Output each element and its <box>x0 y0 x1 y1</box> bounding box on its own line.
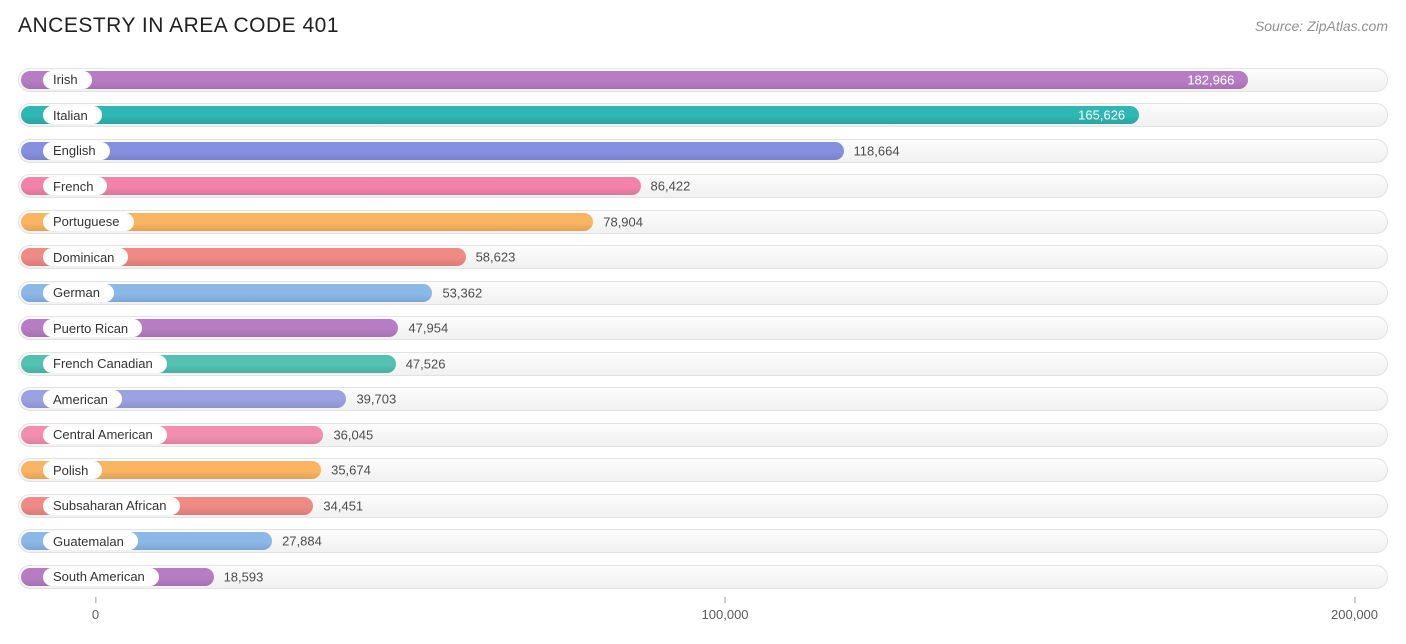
category-pill: Portuguese <box>43 213 134 231</box>
category-pill: French Canadian <box>43 355 167 373</box>
category-pill: Central American <box>43 426 167 444</box>
bar-row: Guatemalan 27,884 <box>18 524 1388 560</box>
value-label: 36,045 <box>333 427 373 442</box>
value-label: 182,966 <box>1187 72 1234 87</box>
category-pill: Puerto Rican <box>43 319 142 337</box>
bar-row: Portuguese 78,904 <box>18 204 1388 240</box>
bar-fill <box>21 71 1248 89</box>
tick-label: 0 <box>92 607 99 622</box>
value-label: 34,451 <box>323 498 363 513</box>
bar-track: Irish 182,966 <box>18 68 1388 92</box>
bar-row: South American 18,593 <box>18 559 1388 595</box>
bar-track: Guatemalan 27,884 <box>18 529 1388 553</box>
chart-source: Source: ZipAtlas.com <box>1255 18 1388 34</box>
bar-track: Italian 165,626 <box>18 103 1388 127</box>
bar-row: French Canadian 47,526 <box>18 346 1388 382</box>
x-tick: 0 <box>92 597 99 622</box>
category-pill: French <box>43 177 107 195</box>
value-label: 47,526 <box>406 356 446 371</box>
tick-label: 200,000 <box>1331 607 1378 622</box>
bar-row: Central American 36,045 <box>18 417 1388 453</box>
category-pill: Dominican <box>43 248 128 266</box>
category-pill: American <box>43 390 122 408</box>
chart-title: ANCESTRY IN AREA CODE 401 <box>18 14 339 38</box>
category-pill: Subsaharan African <box>43 497 180 515</box>
bar-track: French 86,422 <box>18 174 1388 198</box>
value-label: 18,593 <box>224 569 264 584</box>
value-label: 165,626 <box>1078 108 1125 123</box>
tick-label: 100,000 <box>702 607 749 622</box>
value-label: 118,664 <box>854 143 900 158</box>
bar-track: French Canadian 47,526 <box>18 352 1388 376</box>
category-pill: English <box>43 142 110 160</box>
value-label: 78,904 <box>603 214 643 229</box>
value-label: 58,623 <box>476 250 516 265</box>
value-label: 35,674 <box>331 463 371 478</box>
bar-row: Subsaharan African 34,451 <box>18 488 1388 524</box>
bar-track: Dominican 58,623 <box>18 245 1388 269</box>
bar-row: English 118,664 <box>18 133 1388 169</box>
x-axis: 0 100,000 200,000 <box>18 597 1388 629</box>
x-tick: 100,000 <box>702 597 749 622</box>
bar-row: Irish 182,966 <box>18 62 1388 98</box>
bar-fill <box>21 142 844 160</box>
ancestry-bar-chart: ANCESTRY IN AREA CODE 401 Source: ZipAtl… <box>0 0 1406 644</box>
bar-track: German 53,362 <box>18 281 1388 305</box>
value-label: 47,954 <box>408 321 448 336</box>
bar-row: French 86,422 <box>18 169 1388 205</box>
category-pill: Polish <box>43 461 102 479</box>
bar-row: Puerto Rican 47,954 <box>18 311 1388 347</box>
bar-track: American 39,703 <box>18 387 1388 411</box>
value-label: 53,362 <box>442 285 482 300</box>
bar-track: Portuguese 78,904 <box>18 210 1388 234</box>
value-label: 27,884 <box>282 534 322 549</box>
bar-row: Polish 35,674 <box>18 453 1388 489</box>
category-pill: South American <box>43 568 159 586</box>
bar-track: Polish 35,674 <box>18 458 1388 482</box>
category-pill: German <box>43 284 114 302</box>
bar-row: Dominican 58,623 <box>18 240 1388 276</box>
category-pill: Guatemalan <box>43 532 138 550</box>
bar-track: Central American 36,045 <box>18 423 1388 447</box>
bar-track: Subsaharan African 34,451 <box>18 494 1388 518</box>
plot-area: Irish 182,966 Italian 165,626 English 118,664… <box>18 62 1388 595</box>
value-label: 86,422 <box>651 179 691 194</box>
value-label: 39,703 <box>356 392 396 407</box>
category-pill: Italian <box>43 106 102 124</box>
bar-fill <box>21 177 641 195</box>
bar-track: Puerto Rican 47,954 <box>18 316 1388 340</box>
tick-mark <box>725 597 726 603</box>
category-pill: Irish <box>43 71 92 89</box>
bar-row: German 53,362 <box>18 275 1388 311</box>
x-tick: 200,000 <box>1331 597 1378 622</box>
chart-header: ANCESTRY IN AREA CODE 401 Source: ZipAtl… <box>18 14 1388 38</box>
bar-row: American 39,703 <box>18 382 1388 418</box>
bar-row: Italian 165,626 <box>18 98 1388 134</box>
bar-track: English 118,664 <box>18 139 1388 163</box>
tick-mark <box>95 597 96 603</box>
tick-mark <box>1354 597 1355 603</box>
bar-fill <box>21 106 1139 124</box>
bar-track: South American 18,593 <box>18 565 1388 589</box>
